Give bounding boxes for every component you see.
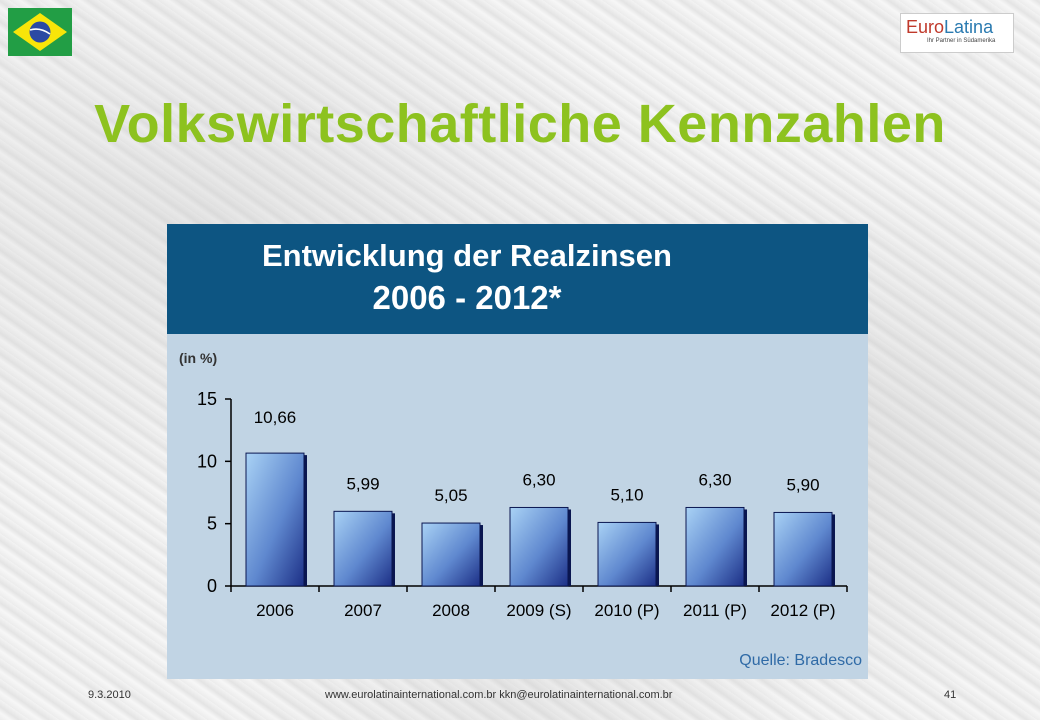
bar-value-label: 5,05 (434, 486, 467, 505)
x-category-label: 2012 (P) (770, 601, 835, 620)
eurolatina-logo: EuroLatina Ihr Partner in Südamerika (900, 13, 1014, 53)
x-category-label: 2009 (S) (506, 601, 571, 620)
bar-value-label: 5,90 (786, 475, 819, 494)
bar-value-label: 5,99 (346, 474, 379, 493)
bar (773, 511, 833, 587)
x-category-label: 2010 (P) (594, 601, 659, 620)
bar (421, 522, 481, 587)
chart-unit-label: (in %) (179, 350, 218, 366)
x-category-label: 2011 (P) (683, 601, 747, 620)
footer-date: 9.3.2010 (88, 689, 131, 701)
logo-euro: Euro (906, 17, 945, 37)
bar (597, 521, 657, 587)
bar (509, 506, 569, 587)
footer-contact: www.eurolatinainternational.com.br kkn@e… (325, 689, 673, 701)
y-tick-label: 15 (197, 389, 217, 409)
bar (685, 506, 745, 587)
bar-value-label: 10,66 (254, 408, 297, 427)
chart-source: Quelle: Bradesco (739, 652, 862, 669)
y-tick-label: 5 (207, 514, 217, 534)
chart-header: Entwicklung der Realzinsen 2006 - 2012* (167, 224, 868, 334)
x-category-label: 2008 (432, 601, 470, 620)
logo-latina: Latina (944, 17, 994, 37)
x-category-label: 2007 (344, 601, 382, 620)
y-tick-label: 10 (197, 451, 217, 471)
logo-tagline: Ihr Partner in Südamerika (927, 38, 996, 44)
x-category-label: 2006 (256, 601, 294, 620)
bar-value-label: 6,30 (698, 470, 731, 489)
chart-title: Entwicklung der Realzinsen (262, 238, 672, 273)
bar-chart-plot: 0 5 10 15 10,66 2006 5,99 2007 5,05 2008 6,30 2009 … (197, 389, 848, 620)
bar-value-label: 6,30 (522, 470, 555, 489)
chart-subtitle: 2006 - 2012* (372, 279, 562, 316)
bar (245, 452, 305, 587)
footer-page-number: 41 (944, 689, 957, 701)
bar (333, 510, 393, 587)
brazil-flag-icon (8, 8, 72, 56)
slide-title: Volkswirtschaftliche Kennzahlen (94, 94, 946, 154)
y-tick-label: 0 (207, 576, 217, 596)
chart-panel: Entwicklung der Realzinsen 2006 - 2012* … (167, 224, 868, 679)
bar-value-label: 5,10 (610, 485, 643, 504)
